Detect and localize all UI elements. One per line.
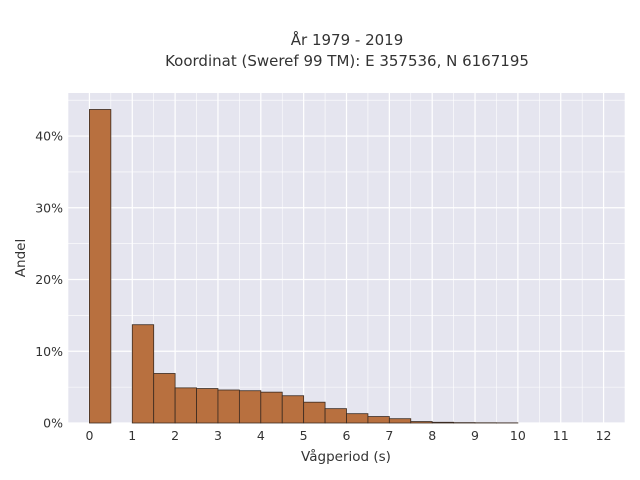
histogram-bar	[303, 401, 326, 424]
histogram-bar	[89, 109, 112, 424]
histogram-bar	[174, 387, 197, 424]
x-tick-label: 11	[553, 428, 569, 443]
chart-title-line-1: År 1979 - 2019	[291, 30, 404, 49]
x-tick-label: 9	[471, 428, 479, 443]
histogram-bars	[89, 109, 519, 424]
x-axis-label: Vågperiod (s)	[301, 448, 391, 465]
histogram-bar	[217, 389, 240, 424]
y-axis-label: Andel	[13, 239, 29, 277]
x-tick-label: 5	[300, 428, 308, 443]
x-tick-labels: 0 1 2 3 4 5 6 7 8 9 10 11 12	[85, 428, 611, 443]
x-tick-label: 6	[343, 428, 351, 443]
histogram-bar	[260, 391, 283, 424]
histogram-bar	[410, 421, 433, 424]
histogram-bar	[196, 388, 219, 424]
y-tick-labels: 0% 10% 20% 30% 40%	[35, 129, 63, 431]
y-tick-label: 20%	[35, 272, 63, 287]
x-tick-label: 8	[428, 428, 436, 443]
x-tick-label: 10	[510, 428, 526, 443]
x-tick-label: 12	[596, 428, 612, 443]
histogram-bar	[431, 421, 455, 424]
histogram-bar	[388, 418, 412, 424]
x-tick-label: 3	[214, 428, 222, 443]
y-tick-label: 10%	[35, 344, 63, 359]
histogram-bar	[153, 373, 176, 424]
histogram-bar	[281, 395, 305, 424]
x-tick-label: 1	[128, 428, 136, 443]
histogram-bar	[324, 408, 347, 424]
x-tick-label: 7	[385, 428, 393, 443]
histogram-bar	[238, 390, 262, 424]
y-tick-label: 40%	[35, 129, 63, 144]
chart-title-line-2: Koordinat (Sweref 99 TM): E 357536, N 61…	[165, 52, 529, 70]
histogram-bar	[367, 416, 390, 424]
histogram-bar	[131, 324, 155, 424]
histogram-bar	[346, 413, 369, 424]
y-tick-label: 30%	[35, 200, 63, 215]
x-tick-label: 0	[85, 428, 93, 443]
x-tick-label: 2	[171, 428, 179, 443]
y-tick-label: 0%	[43, 416, 63, 431]
x-tick-label: 4	[257, 428, 265, 443]
